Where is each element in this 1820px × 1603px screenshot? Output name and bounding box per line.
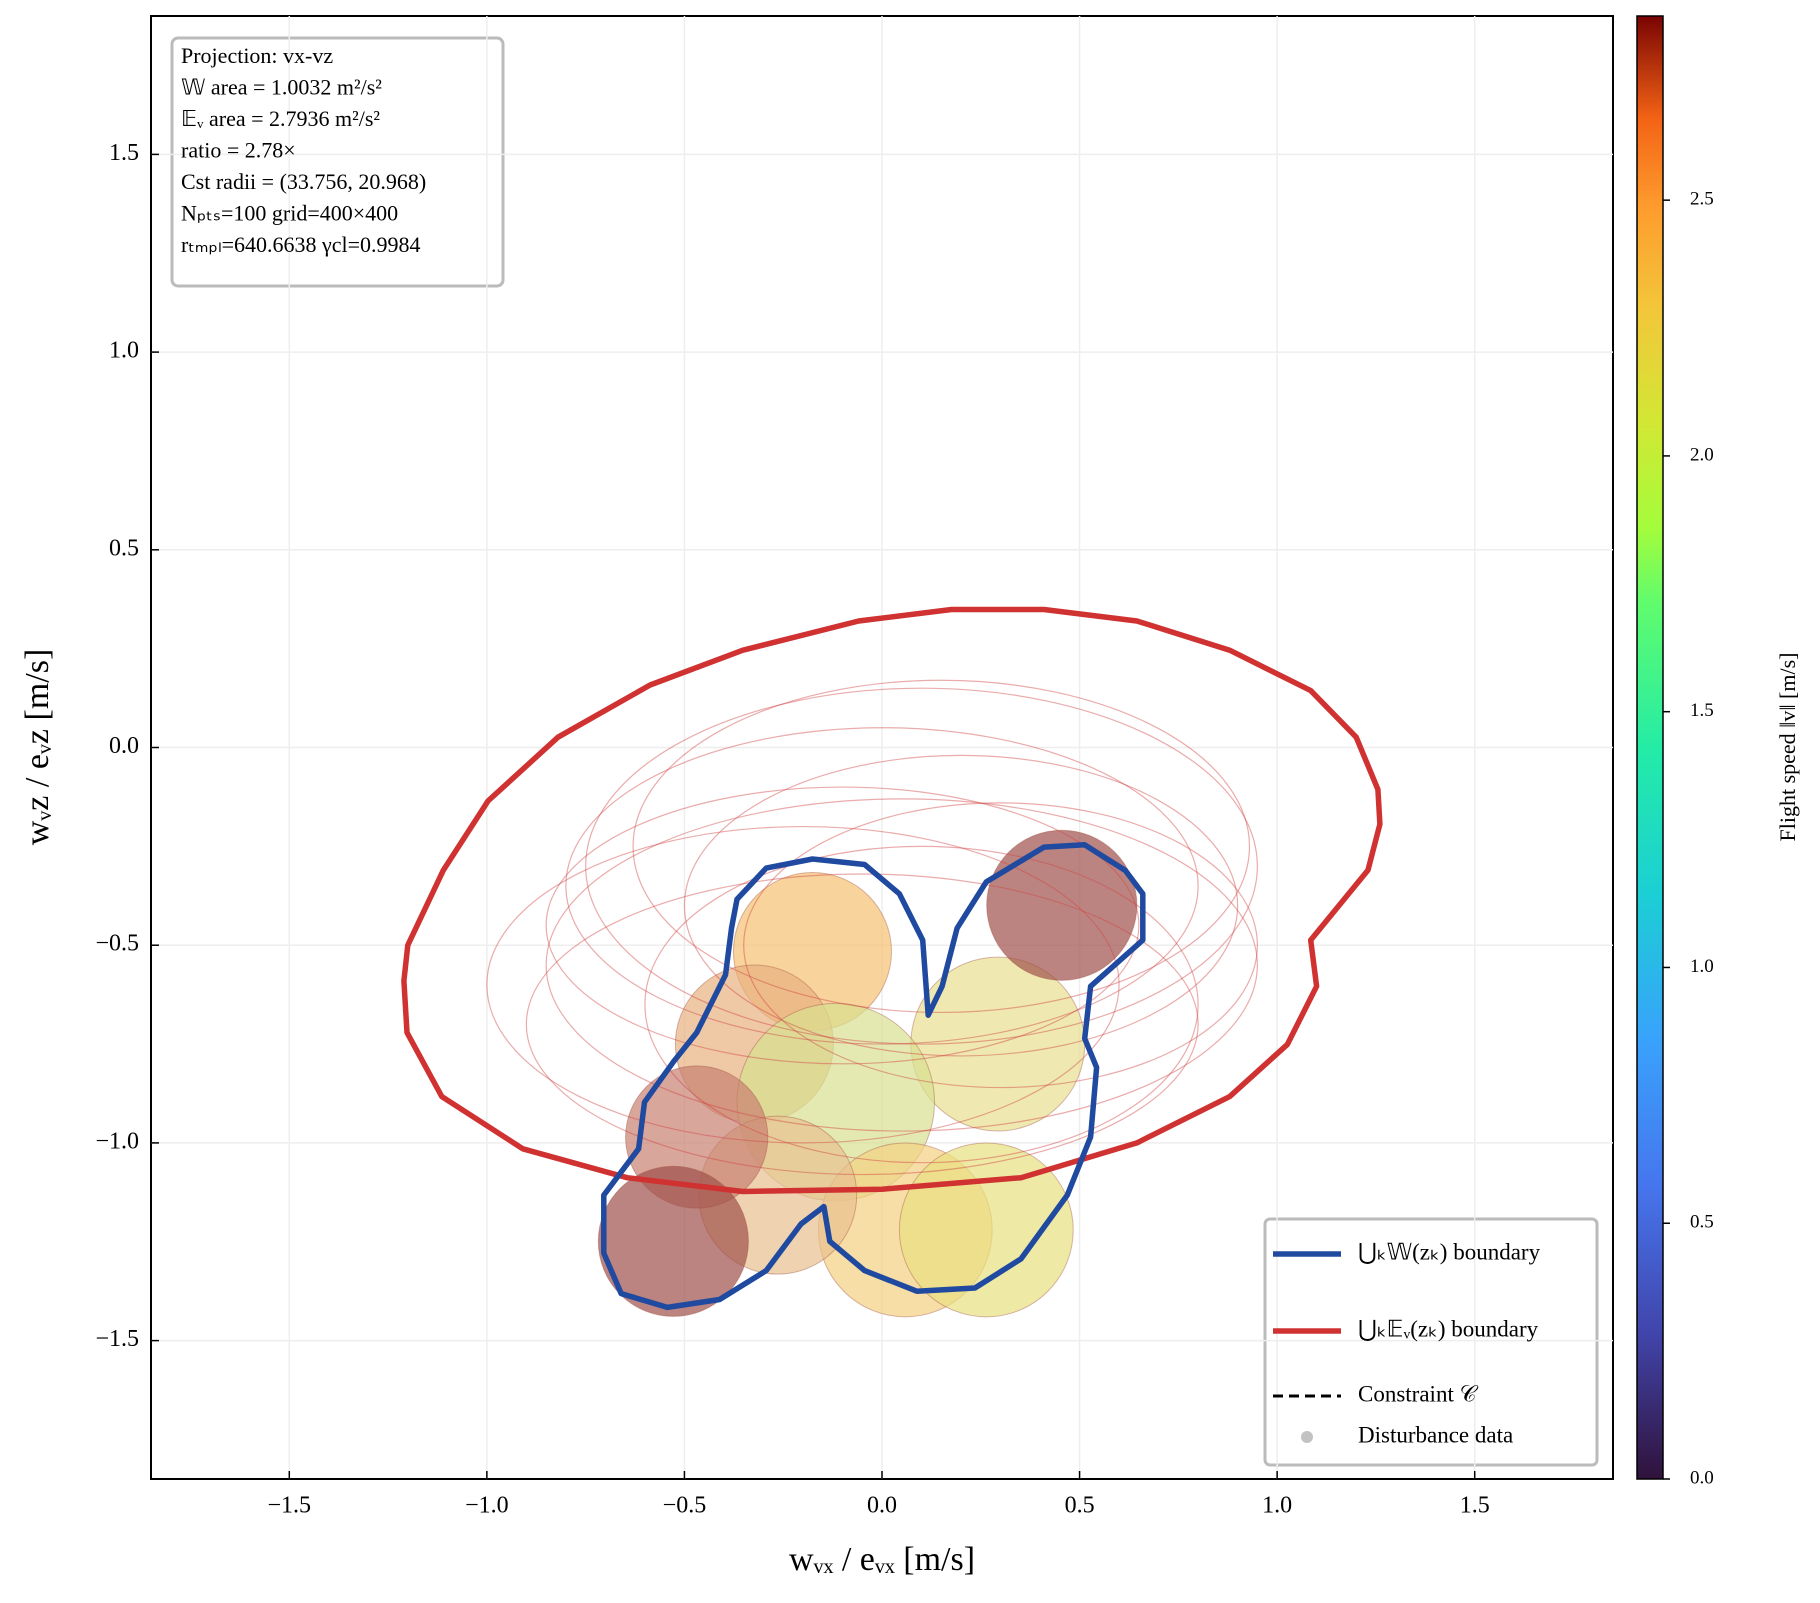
y-tick-label: 1.5 <box>109 140 139 166</box>
legend-swatch <box>1301 1431 1313 1443</box>
legend-label: Disturbance data <box>1358 1422 1513 1447</box>
legend <box>1263 1217 1599 1467</box>
ev-ellipse <box>545 786 1140 1065</box>
y-tick-label: 0.5 <box>109 535 139 561</box>
x-tick-label: −1.5 <box>268 1493 312 1519</box>
x-tick-label: 0.0 <box>867 1493 897 1519</box>
info-line: Projection: vx-vz <box>181 43 333 68</box>
ev-ellipse <box>743 802 1258 1089</box>
x-tick-label: 0.5 <box>1065 1493 1095 1519</box>
ev-ellipse <box>644 845 1199 1164</box>
w-set-disc <box>597 1165 749 1317</box>
legend-label: ⋃ₖ𝔼ᵥ(zₖ) boundary <box>1358 1316 1539 1341</box>
info-line: 𝕎 area = 1.0032 m²/s² <box>181 75 382 100</box>
info-line: rₜₘₚₗ=640.6638 γcl=0.9984 <box>181 232 421 257</box>
y-tick-label: −0.5 <box>95 931 139 957</box>
y-tick-label: 0.0 <box>109 733 139 759</box>
ev-ellipse <box>632 679 1251 1014</box>
x-tick-label: 1.0 <box>1262 1493 1292 1519</box>
x-tick-label: −0.5 <box>663 1493 707 1519</box>
info-line: 𝔼ᵥ area = 2.7936 m²/s² <box>181 106 380 131</box>
colorbar-tick-label: 0.0 <box>1690 1467 1714 1488</box>
ev-ellipse <box>525 873 1199 1176</box>
info-line: Nₚₜₛ=100 grid=400×400 <box>181 201 398 226</box>
ev-ellipse <box>683 754 1239 1057</box>
info-line: ratio = 2.78× <box>181 138 296 163</box>
x-axis-label: wᵥₓ / eᵥₓ [m/s] <box>789 1541 975 1578</box>
colorbar <box>1636 15 1664 1480</box>
ev-ellipse <box>565 727 1199 1045</box>
boundary <box>601 842 1146 1311</box>
y-tick-label: −1.0 <box>95 1128 139 1154</box>
ev-ellipse <box>585 687 1258 1045</box>
colorbar-tick-label: 2.5 <box>1690 189 1714 210</box>
w-set-disc <box>986 829 1138 981</box>
colorbar-tick-label: 1.0 <box>1690 956 1714 977</box>
legend-label: ⋃ₖ𝕎(zₖ) boundary <box>1358 1239 1541 1264</box>
plot-area <box>401 606 1383 1318</box>
colorbar-tick-label: 2.0 <box>1690 444 1714 465</box>
y-tick-label: 1.0 <box>109 338 139 364</box>
ev-ellipse <box>486 825 1120 1144</box>
info-line: Cst radii = (33.756, 20.968) <box>181 169 426 194</box>
x-tick-label: −1.0 <box>465 1493 509 1519</box>
x-tick-label: 1.5 <box>1460 1493 1490 1519</box>
y-tick-label: −1.5 <box>95 1326 139 1352</box>
boundary <box>401 606 1383 1195</box>
colorbar-tick-label: 0.5 <box>1690 1212 1714 1233</box>
y-axis-label: wᵥz / eᵥz [m/s] <box>19 649 56 846</box>
colorbar-tick-label: 1.5 <box>1690 700 1714 721</box>
info-box <box>170 36 505 288</box>
ev-ellipse <box>545 798 1258 1132</box>
colorbar-label: Flight speed ‖v‖ [m/s] <box>1775 653 1800 842</box>
legend-label: Constraint 𝒞 <box>1358 1381 1479 1406</box>
